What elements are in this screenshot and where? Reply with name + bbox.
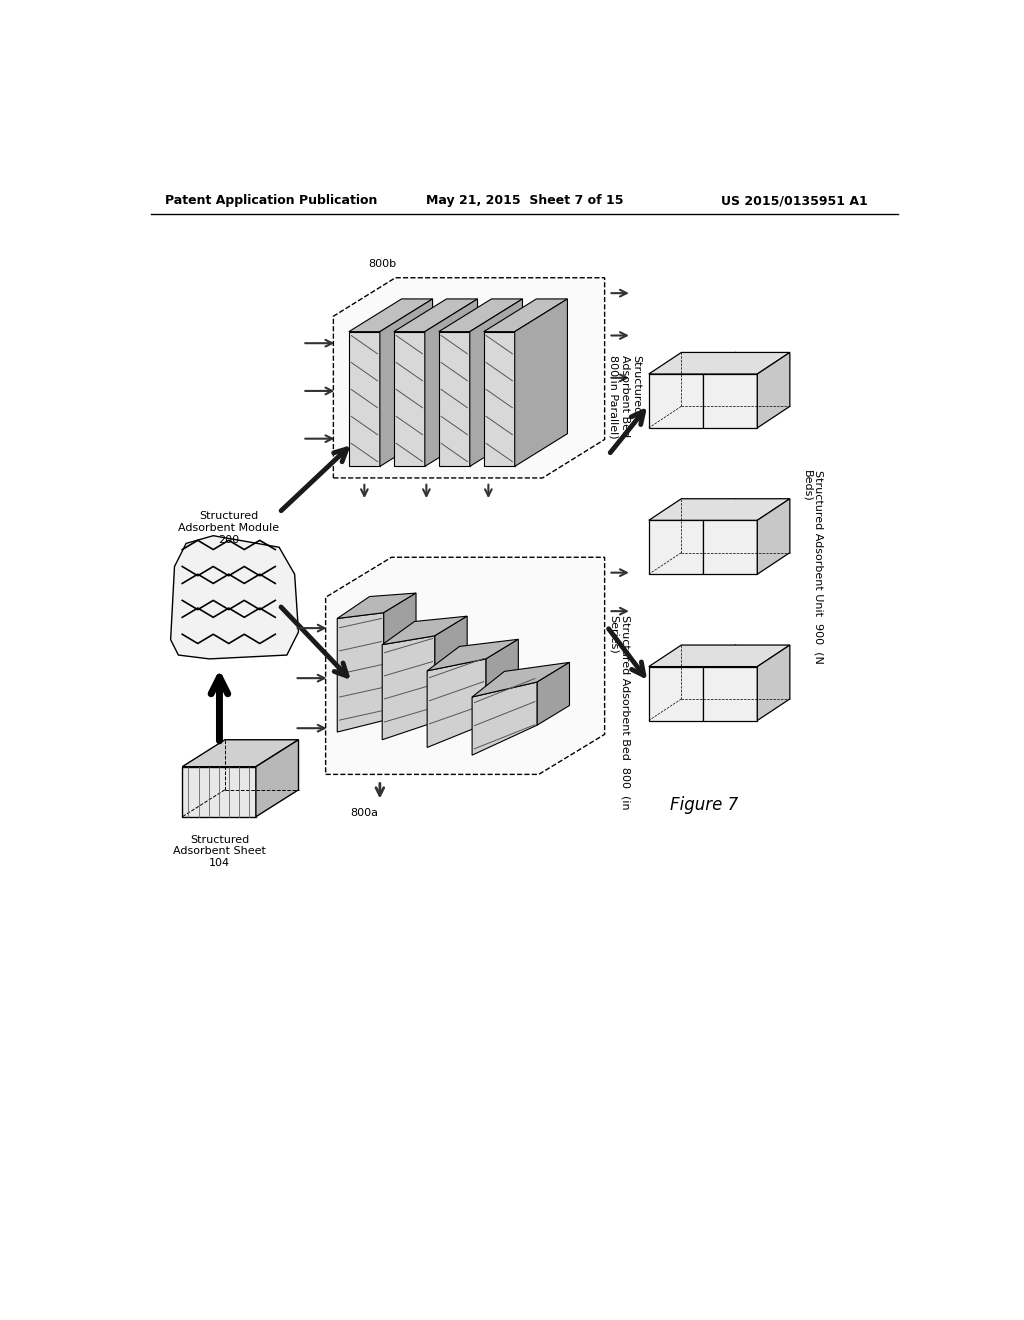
Polygon shape bbox=[337, 593, 416, 619]
Text: Structured
Adsorbent Bed
800 in Parallel): Structured Adsorbent Bed 800 in Parallel… bbox=[608, 355, 642, 440]
Polygon shape bbox=[171, 536, 299, 659]
Polygon shape bbox=[703, 667, 758, 721]
Polygon shape bbox=[394, 331, 425, 466]
Polygon shape bbox=[394, 298, 477, 331]
Polygon shape bbox=[349, 331, 380, 466]
Polygon shape bbox=[470, 298, 522, 466]
Polygon shape bbox=[425, 298, 477, 466]
Text: US 2015/0135951 A1: US 2015/0135951 A1 bbox=[721, 194, 868, 207]
Polygon shape bbox=[758, 352, 790, 428]
Polygon shape bbox=[326, 557, 604, 775]
Text: 800a: 800a bbox=[350, 808, 379, 818]
Polygon shape bbox=[349, 298, 432, 331]
Polygon shape bbox=[384, 593, 416, 721]
Polygon shape bbox=[649, 667, 703, 721]
Polygon shape bbox=[427, 659, 486, 747]
Polygon shape bbox=[337, 612, 384, 733]
Polygon shape bbox=[538, 663, 569, 725]
Polygon shape bbox=[334, 277, 604, 478]
Polygon shape bbox=[382, 636, 435, 739]
Text: 800b: 800b bbox=[369, 259, 396, 269]
Text: Structured
Adsorbent Sheet
104: Structured Adsorbent Sheet 104 bbox=[173, 834, 266, 869]
Polygon shape bbox=[182, 767, 256, 817]
Polygon shape bbox=[649, 352, 790, 374]
Polygon shape bbox=[703, 520, 758, 574]
Polygon shape bbox=[483, 298, 567, 331]
Text: Structured
Adsorbent Module
200: Structured Adsorbent Module 200 bbox=[178, 511, 280, 545]
Polygon shape bbox=[182, 739, 299, 767]
Text: Structured Adsorbent Unit  900  (N
Beds): Structured Adsorbent Unit 900 (N Beds) bbox=[802, 470, 824, 664]
Polygon shape bbox=[486, 639, 518, 723]
Polygon shape bbox=[515, 298, 567, 466]
Polygon shape bbox=[758, 499, 790, 574]
Polygon shape bbox=[758, 645, 790, 721]
Text: May 21, 2015  Sheet 7 of 15: May 21, 2015 Sheet 7 of 15 bbox=[426, 194, 624, 207]
Text: Figure 7: Figure 7 bbox=[671, 796, 738, 814]
Polygon shape bbox=[380, 298, 432, 466]
Polygon shape bbox=[438, 298, 522, 331]
Polygon shape bbox=[483, 331, 515, 466]
Polygon shape bbox=[438, 331, 470, 466]
Text: Patent Application Publication: Patent Application Publication bbox=[165, 194, 378, 207]
Polygon shape bbox=[649, 374, 703, 428]
Polygon shape bbox=[256, 739, 299, 817]
Polygon shape bbox=[435, 616, 467, 722]
Text: Structured Adsorbent Bed  800  (in
Series): Structured Adsorbent Bed 800 (in Series) bbox=[608, 615, 630, 810]
Polygon shape bbox=[472, 682, 538, 755]
Polygon shape bbox=[427, 639, 518, 671]
Polygon shape bbox=[703, 374, 758, 428]
Polygon shape bbox=[649, 520, 703, 574]
Polygon shape bbox=[649, 645, 790, 667]
Polygon shape bbox=[472, 663, 569, 697]
Polygon shape bbox=[382, 616, 467, 644]
Polygon shape bbox=[649, 499, 790, 520]
